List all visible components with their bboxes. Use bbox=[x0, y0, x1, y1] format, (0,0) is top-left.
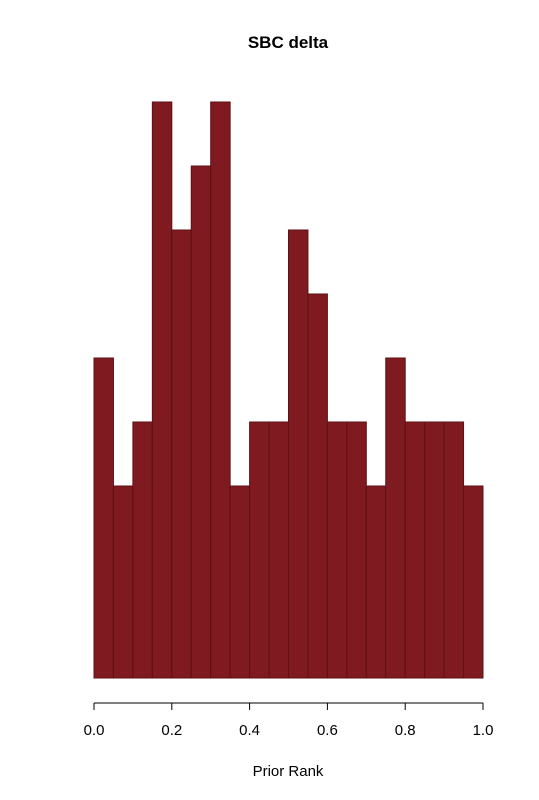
histogram-bar bbox=[190, 165, 212, 679]
histogram-bar bbox=[463, 485, 484, 679]
histogram-bar bbox=[365, 485, 387, 679]
histogram-bar bbox=[93, 357, 114, 679]
histogram-bar bbox=[346, 421, 367, 679]
x-tick-label: 0.8 bbox=[395, 722, 416, 739]
histogram-bar bbox=[288, 229, 309, 679]
x-tick-label: 1.0 bbox=[473, 722, 494, 739]
histogram-bar bbox=[307, 293, 328, 679]
histogram-bar bbox=[404, 421, 426, 679]
histogram-bar bbox=[132, 421, 153, 679]
x-tick-label: 0.4 bbox=[239, 722, 260, 739]
histogram-bar bbox=[326, 421, 348, 679]
histogram-bar bbox=[229, 485, 251, 679]
histogram-bar bbox=[171, 229, 192, 679]
x-tick-label: 0.6 bbox=[317, 722, 338, 739]
x-ticks-group: 0.0 0.2 0.4 0.6 0.8 1.0 bbox=[84, 703, 494, 739]
histogram-bar bbox=[268, 421, 289, 679]
chart-title: SBC delta bbox=[248, 33, 329, 52]
histogram-bar bbox=[385, 357, 406, 679]
bars-group bbox=[93, 101, 484, 679]
histogram-bar bbox=[424, 421, 445, 679]
histogram-bar bbox=[210, 101, 231, 679]
x-tick-label: 0.2 bbox=[161, 722, 182, 739]
x-tick-label: 0.0 bbox=[84, 722, 105, 739]
x-axis-label: Prior Rank bbox=[253, 763, 324, 780]
histogram-bar bbox=[443, 421, 465, 679]
x-axis: 0.0 0.2 0.4 0.6 0.8 1.0 bbox=[84, 702, 494, 739]
histogram-bar bbox=[151, 101, 173, 679]
histogram-bar bbox=[112, 485, 134, 679]
histogram-bar bbox=[249, 421, 270, 679]
